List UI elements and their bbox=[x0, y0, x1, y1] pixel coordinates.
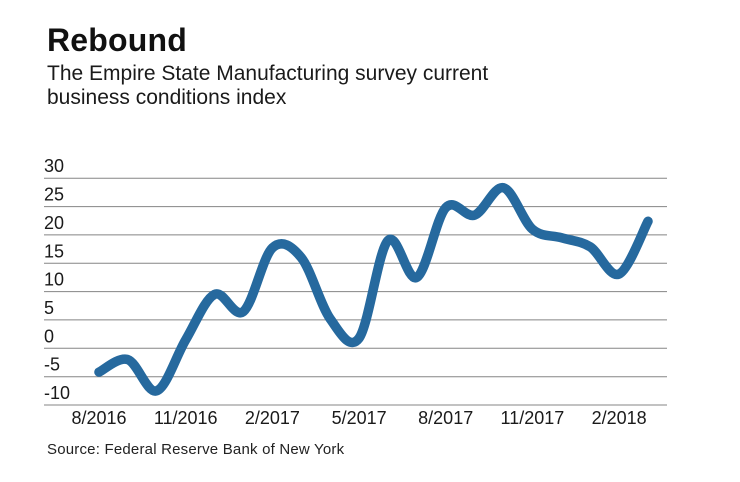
y-axis-label: 15 bbox=[44, 241, 64, 261]
y-axis-label: 25 bbox=[44, 185, 64, 205]
x-axis-label: 8/2016 bbox=[71, 408, 126, 428]
x-axis-label: 2/2017 bbox=[245, 408, 300, 428]
chart-subtitle: The Empire State Manufacturing survey cu… bbox=[47, 62, 488, 111]
y-axis-label: -5 bbox=[44, 355, 60, 375]
y-axis-label: 30 bbox=[44, 156, 64, 176]
y-axis-label: -10 bbox=[44, 383, 70, 403]
y-axis-label: 0 bbox=[44, 326, 54, 346]
source-note: Source: Federal Reserve Bank of New York bbox=[47, 441, 345, 458]
chart-title: Rebound bbox=[47, 22, 188, 58]
y-axis-label: 20 bbox=[44, 213, 64, 233]
x-axis-label: 5/2017 bbox=[332, 408, 387, 428]
data-line-series bbox=[94, 183, 653, 396]
x-axis-label: 2/2018 bbox=[592, 408, 647, 428]
y-axis-label: 5 bbox=[44, 298, 54, 318]
x-axis-label: 8/2017 bbox=[418, 408, 473, 428]
y-axis-label: 10 bbox=[44, 270, 64, 290]
x-axis-label: 11/2017 bbox=[501, 408, 565, 428]
x-axis-label: 11/2016 bbox=[154, 408, 218, 428]
chart-subtitle-line-2: business conditions index bbox=[47, 86, 287, 110]
chart-subtitle-line-1: The Empire State Manufacturing survey cu… bbox=[47, 62, 489, 85]
